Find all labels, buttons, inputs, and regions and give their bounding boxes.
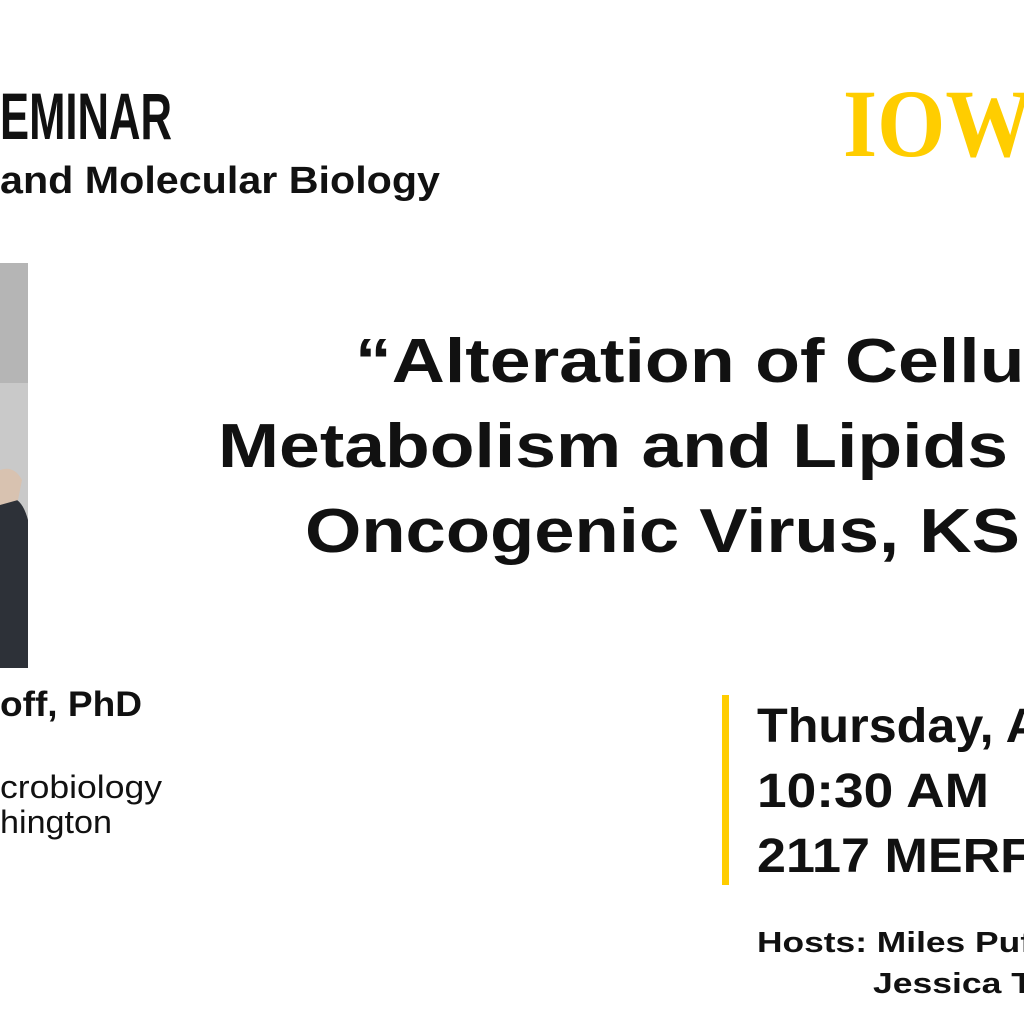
event-time: 10:30 AM xyxy=(757,765,989,818)
logo: IOW xyxy=(843,70,1024,177)
hosts: Jessica T xyxy=(873,968,1024,1000)
department: and Molecular Biology xyxy=(0,160,440,202)
speaker-affiliation: crobiology xyxy=(0,769,162,805)
talk-title-line: Metabolism and Lipids xyxy=(218,412,1008,481)
event-date: Thursday, A xyxy=(757,700,1024,753)
hosts: Hosts: Miles Puf xyxy=(757,927,1024,959)
speaker-photo xyxy=(0,263,28,668)
speaker-affiliation: hington xyxy=(0,804,112,840)
speaker-name: off, PhD xyxy=(0,685,142,724)
talk-title-line: Oncogenic Virus, KSI xyxy=(305,497,1024,566)
event-location: 2117 MERF xyxy=(757,830,1024,883)
accent-bar xyxy=(722,695,729,885)
talk-title-line: “Alteration of Cellul xyxy=(355,327,1024,396)
series-title: EMINAR xyxy=(0,79,172,153)
